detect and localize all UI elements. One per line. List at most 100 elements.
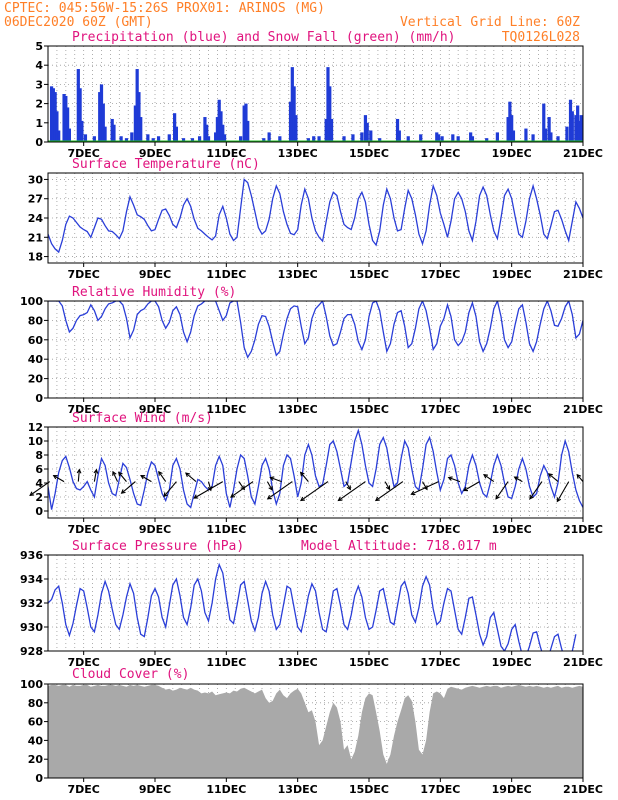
wind-vector-head: [495, 494, 500, 500]
wind-vector: [52, 475, 65, 483]
precipitation-bar: [419, 134, 423, 142]
precipitation-bar: [577, 120, 582, 142]
wind-vector-shaft: [140, 475, 152, 483]
wind-vector: [556, 481, 570, 503]
header-grid-line: Vertical Grid Line: 60Z: [400, 15, 580, 30]
precipitation-bar: [124, 138, 129, 142]
precipitation-bar: [451, 134, 455, 142]
precipitation-bar: [547, 117, 551, 142]
panel-frame: [47, 426, 584, 519]
precipitation-bar: [342, 136, 346, 142]
precipitation-bar: [219, 111, 223, 142]
precipitation-bar: [549, 132, 553, 142]
y-tick-label: 930: [20, 621, 43, 634]
series-line: [48, 428, 583, 510]
wind-vector-head: [158, 470, 163, 476]
wind-vector-head: [462, 486, 468, 492]
tick-7dec: 7DEC: [67, 656, 99, 669]
precipitation-bar: [543, 128, 548, 142]
wind-vector: [384, 481, 391, 491]
y-tick-label: 12: [28, 421, 43, 434]
precipitation-bar: [292, 86, 296, 142]
wind-vector-shaft: [29, 481, 51, 496]
wind-vector: [76, 468, 82, 482]
y-tick-label: 3: [35, 78, 43, 91]
precipitation-bar: [579, 115, 583, 142]
wind-vector-head: [374, 496, 380, 502]
tick-15dec: 15DEC: [349, 656, 389, 669]
wind-vector-shaft: [463, 481, 480, 492]
y-tick-label: 8: [35, 449, 43, 462]
wind-vector: [140, 475, 152, 483]
y-tick-label: 0: [35, 772, 43, 785]
precipitation-bar: [205, 124, 209, 142]
precipitation-bar: [326, 67, 330, 142]
wind-vector-head: [513, 476, 519, 481]
precipitation-bar: [156, 136, 161, 142]
precipitation-bar: [76, 69, 80, 142]
wind-vector: [337, 481, 366, 502]
y-tick-label: 2: [35, 98, 43, 111]
y-tick-label: 20: [28, 373, 44, 386]
wind-vector-head: [240, 485, 245, 491]
wind-vector: [266, 481, 273, 491]
tick-17dec: 17DEC: [420, 656, 460, 669]
wind-vector-head: [230, 493, 236, 498]
wind-vector-head: [269, 476, 275, 481]
y-tick-label: 100: [20, 295, 43, 308]
cloud-cover-area: [48, 684, 583, 778]
precipitation-bar: [406, 136, 410, 142]
wind-vector-shaft: [422, 481, 428, 490]
tick-15dec: 15DEC: [349, 268, 389, 281]
wind-vector-head: [112, 470, 117, 476]
panel-title: Surface Pressure (hPa): [72, 539, 244, 554]
y-tick-label: 6: [35, 463, 43, 476]
cloud-cover-panel: 0 20 40 60 80 100 7DEC 9DEC 11DEC 13DEC 15DEC 17DEC…: [20, 667, 603, 796]
series-line: [48, 562, 577, 651]
wind-vector-shaft: [112, 471, 119, 482]
precipitation-bar: [55, 111, 59, 142]
wind-vector-head: [29, 491, 35, 497]
tick-19dec: 19DEC: [492, 783, 532, 796]
wind-vector-shaft: [300, 481, 329, 501]
precipitation-bar: [80, 120, 84, 142]
precipitation-bar: [495, 132, 500, 142]
precipitation-bar: [435, 132, 439, 142]
y-tick-label: 0: [35, 392, 43, 405]
wind-vector-shaft: [230, 481, 254, 498]
precipitation-bar: [103, 126, 107, 142]
wind-vector: [299, 471, 309, 482]
precipitation-bar: [531, 134, 535, 142]
precipitation-bar: [485, 138, 489, 142]
precipitation-bar: [53, 92, 57, 142]
wind-vector: [462, 481, 480, 492]
y-tick-label: 20: [28, 753, 44, 766]
wind-vector: [447, 476, 461, 483]
wind-vector-head: [447, 476, 453, 481]
precipitation-bar: [221, 124, 225, 142]
wind-vector-shaft: [266, 481, 273, 491]
precipitation-bar: [146, 134, 150, 142]
y-tick-label: 60: [28, 716, 44, 729]
tick-19dec: 19DEC: [492, 268, 532, 281]
wind-vector: [374, 481, 404, 502]
wind-vector: [345, 481, 351, 491]
precipitation-bar: [151, 138, 155, 142]
y-tick-label: 0: [35, 136, 43, 149]
precipitation-bar: [51, 88, 55, 142]
wind-vector-head: [140, 475, 146, 480]
y-tick-label: 24: [28, 212, 44, 225]
precipitation-bar: [542, 103, 546, 142]
wind-vector-shaft: [163, 481, 177, 497]
wind-vector-head: [410, 490, 416, 496]
wind-vector-shaft: [185, 472, 197, 483]
pressure-panel: 928 930 932 934 936 7DEC 9DEC 11DEC 13DEC 15DEC 17…: [20, 539, 603, 669]
panel-frame: [47, 300, 584, 399]
wind-vector-shaft: [384, 481, 391, 490]
wind-vector: [185, 472, 197, 483]
tick-19dec: 19DEC: [492, 403, 532, 416]
precipitation-bar: [294, 115, 298, 142]
precipitation-bar: [203, 117, 207, 142]
precipitation-bar: [197, 136, 202, 142]
